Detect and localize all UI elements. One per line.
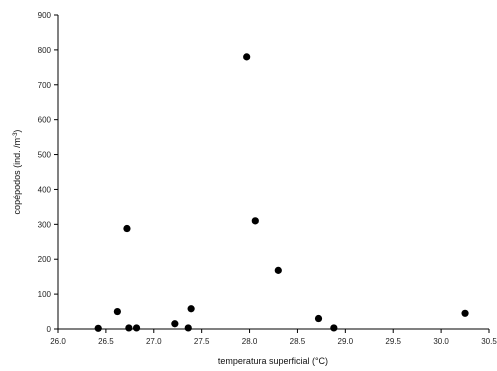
y-tick-label: 100 <box>38 290 52 299</box>
x-tick-label: 29.0 <box>338 337 354 346</box>
x-tick-label: 26.5 <box>98 337 114 346</box>
y-tick-label: 700 <box>38 81 52 90</box>
y-tick-label: 900 <box>38 11 52 20</box>
data-point <box>123 224 131 233</box>
data-point <box>184 324 192 332</box>
x-tick-label: 27.5 <box>194 337 210 346</box>
y-ticks: 0 100 200 300 400 500 600 700 800 900 <box>38 11 58 334</box>
data-point <box>461 309 469 317</box>
data-point <box>125 324 133 332</box>
y-tick-label: 0 <box>47 325 52 334</box>
x-tick-label: 28.0 <box>242 337 258 346</box>
data-point <box>243 53 251 61</box>
data-point <box>94 324 102 332</box>
y-tick-label: 600 <box>38 116 52 125</box>
x-tick-label: 29.5 <box>385 337 401 346</box>
x-axis-label: temperatura superficial (°C) <box>218 356 328 366</box>
y-tick-label: 500 <box>38 151 52 160</box>
y-axis-label-main: copépodos (ind. /m <box>12 138 22 215</box>
y-tick-label: 800 <box>38 46 52 55</box>
y-axis-label-close: ) <box>12 130 22 133</box>
data-point <box>330 324 338 332</box>
data-point <box>171 320 179 328</box>
data-point <box>187 305 195 313</box>
data-point <box>314 314 323 323</box>
x-tick-label: 30.5 <box>481 337 497 346</box>
x-ticks: 26.0 26.5 27.0 27.5 28.0 28.5 29.0 29.5 30.0 30.5 <box>50 329 497 346</box>
data-point <box>132 324 141 332</box>
data-point <box>113 307 121 316</box>
y-tick-label: 300 <box>38 220 52 229</box>
x-tick-label: 27.0 <box>146 337 162 346</box>
x-tick-label: 30.0 <box>433 337 449 346</box>
axes <box>57 15 489 330</box>
y-axis-label-superscript: -3 <box>13 132 19 138</box>
x-tick-label: 28.5 <box>290 337 306 346</box>
data-points <box>94 53 469 332</box>
data-point <box>251 217 259 225</box>
y-tick-label: 200 <box>38 255 52 264</box>
x-tick-label: 26.0 <box>50 337 66 346</box>
y-axis-label: copépodos (ind. /m-3) <box>12 130 22 215</box>
y-tick-label: 400 <box>38 185 52 194</box>
data-point <box>274 266 282 274</box>
